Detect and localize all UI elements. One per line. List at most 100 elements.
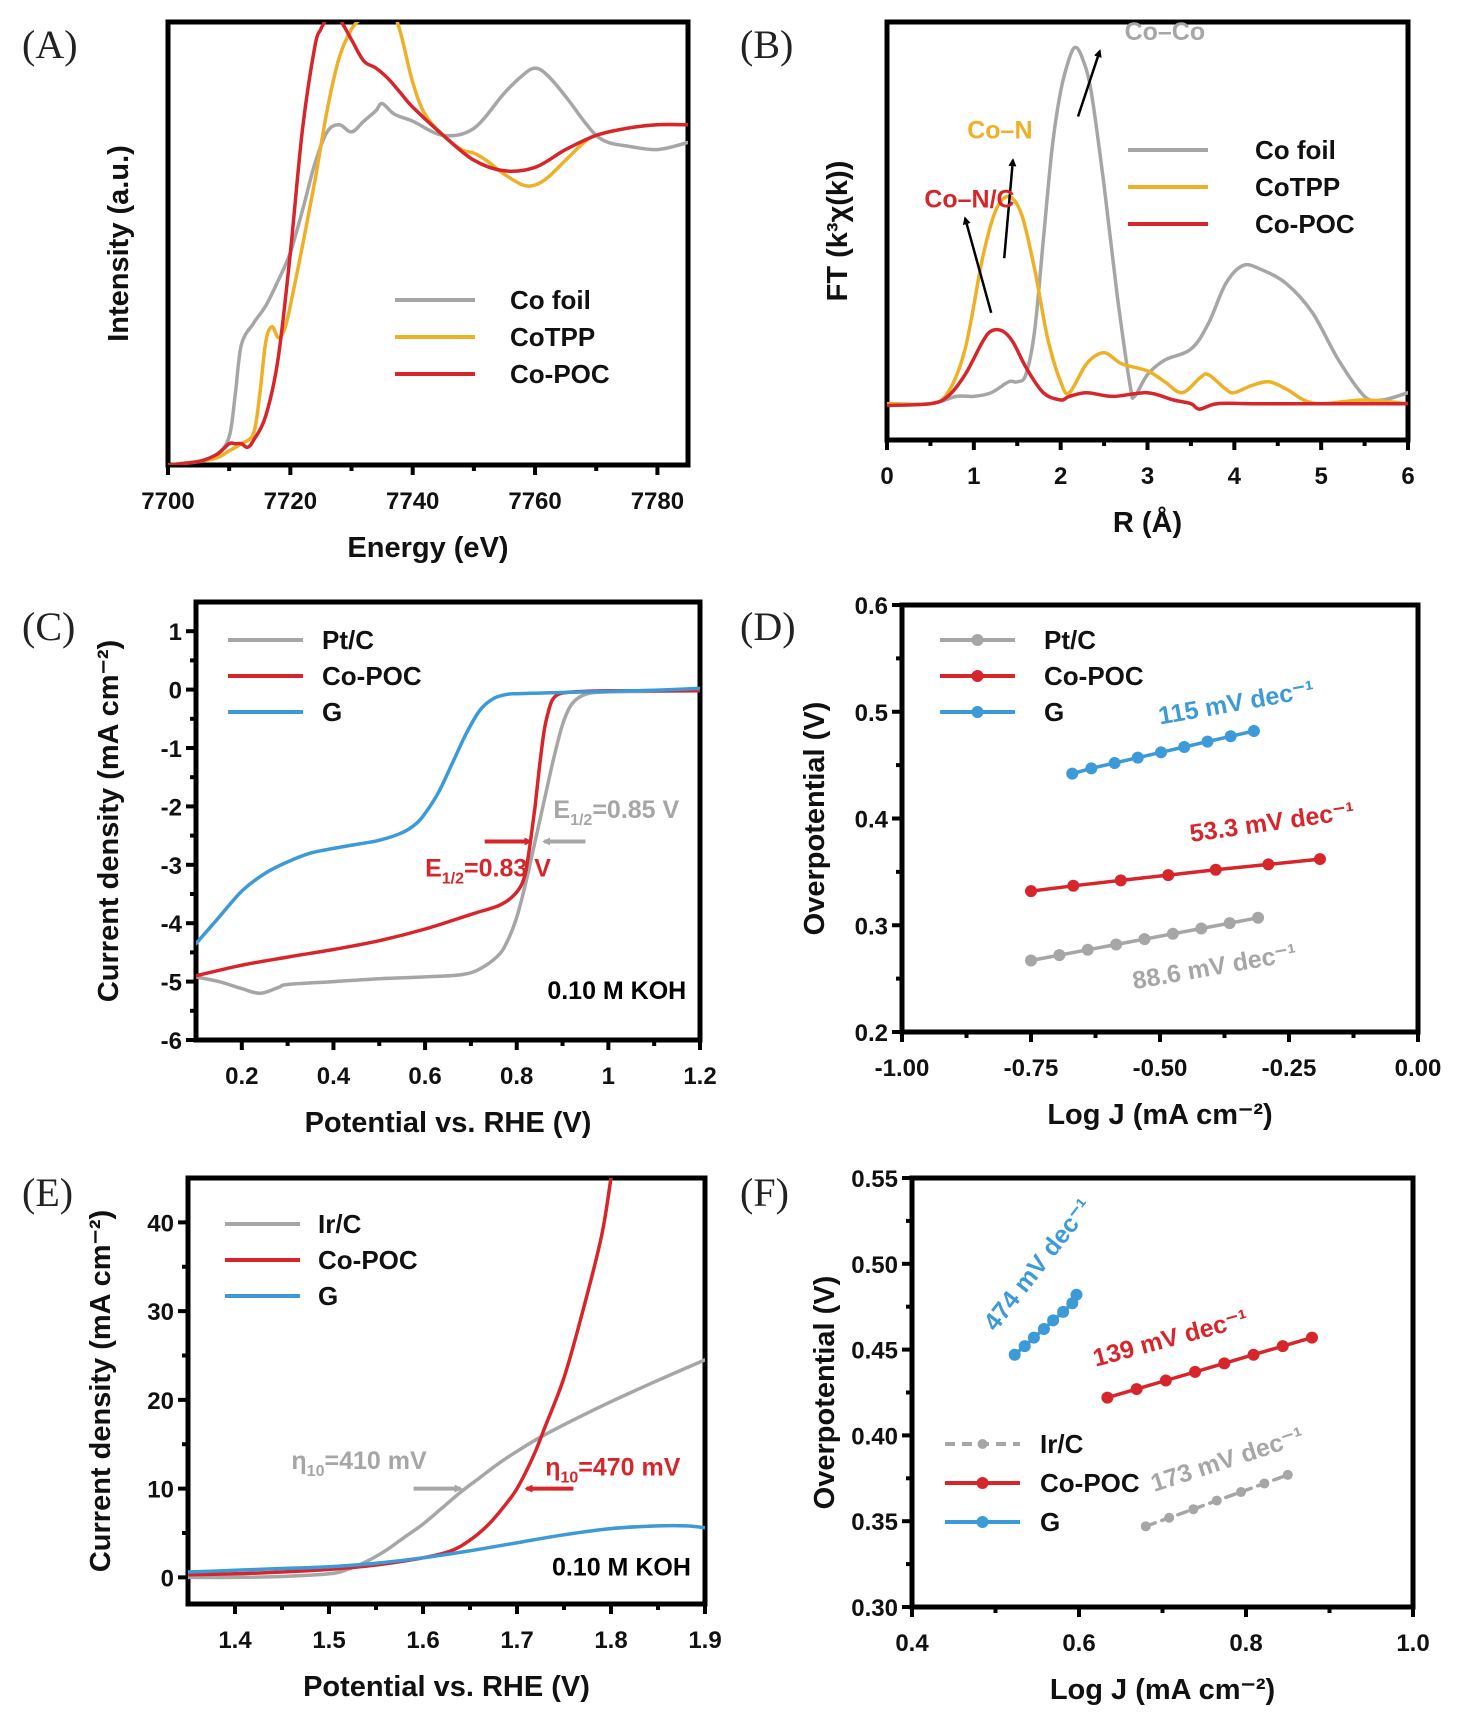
data-point — [1166, 927, 1179, 940]
x-tick-label: 1 — [967, 463, 980, 490]
data-point — [1195, 922, 1208, 935]
legend-marker — [977, 1439, 988, 1449]
legend-label: Pt/C — [322, 625, 374, 655]
annotation-arrow — [1002, 158, 1017, 259]
x-tick-label: 2 — [1054, 463, 1067, 490]
y-tick-label: 30 — [147, 1299, 174, 1326]
y-tick-label: 0.3 — [855, 913, 888, 940]
legend-label: Co-POC — [1040, 1468, 1140, 1498]
y-tick-label: -2 — [161, 794, 182, 821]
data-point — [1008, 1348, 1021, 1361]
x-tick-label: 0.8 — [1229, 1630, 1262, 1657]
data-point — [1018, 1340, 1031, 1353]
legend-label: Co-POC — [1044, 661, 1144, 691]
data-point — [1262, 858, 1275, 871]
y-tick-label: -6 — [161, 1028, 182, 1055]
legend-label: G — [1044, 697, 1064, 727]
x-axis-title: Log J (mA cm⁻²) — [1047, 1099, 1272, 1131]
series-line-co-poc — [188, 1178, 613, 1577]
x-axis-title: Potential vs. RHE (V) — [303, 1671, 590, 1703]
y-tick-label: 0.6 — [855, 593, 888, 620]
data-point — [1025, 885, 1037, 898]
x-tick-label: 7780 — [631, 488, 684, 515]
series-line-co-poc — [196, 689, 700, 978]
annotation: Co–N/C — [924, 185, 1014, 213]
x-tick-label: 1.7 — [500, 1627, 533, 1654]
annotation: Co–N — [967, 116, 1032, 144]
plot-frame — [909, 1175, 1416, 1610]
series-line-g — [196, 686, 700, 946]
data-point — [1276, 1340, 1289, 1353]
data-point — [1114, 874, 1127, 887]
data-point — [1159, 1374, 1172, 1387]
y-axis-title: Overpotential (V) — [799, 702, 831, 936]
panel-d: (D) -1.00 -0.75 -0.50 -0.25 0.00 0.2 0.3 0.4 0.5 0… — [740, 593, 1441, 1131]
data-point — [1201, 735, 1214, 748]
legend-label: Pt/C — [1044, 625, 1096, 655]
y-tick-label: 20 — [147, 1388, 174, 1415]
y-tick-label: 40 — [147, 1210, 174, 1237]
y-tick-label: -3 — [161, 853, 182, 880]
x-tick-label: 1.4 — [218, 1627, 252, 1654]
x-tick-label: 7740 — [386, 488, 439, 515]
x-tick-label: 3 — [1141, 463, 1154, 490]
y-tick-label: 10 — [147, 1477, 174, 1504]
y-tick-label: 0.35 — [851, 1509, 898, 1536]
data-point — [1189, 1365, 1202, 1378]
data-point — [1110, 938, 1123, 951]
y-tick-label: 0.45 — [851, 1338, 898, 1365]
x-tick-label: -1.00 — [875, 1055, 930, 1082]
y-axis-title: Overpotential (V) — [809, 1276, 841, 1510]
panel-a: (A) 7700 7720 7740 7760 7780 Energy (eV) Intens… — [22, 19, 691, 564]
series-line-co-foil — [168, 66, 688, 465]
x-axis-title: Potential vs. RHE (V) — [305, 1107, 592, 1139]
data-point — [1209, 863, 1222, 876]
x-tick-label: 7720 — [264, 488, 317, 515]
annotation-arrow — [962, 216, 993, 314]
data-point — [1101, 1391, 1114, 1404]
x-axis-title: Log J (mA cm⁻²) — [1050, 1674, 1275, 1706]
series-line-cotpp — [887, 194, 1408, 407]
annotation: 88.6 mV dec⁻¹ — [1130, 939, 1298, 995]
x-tick-label: 1.8 — [594, 1627, 627, 1654]
x-tick-label: -0.75 — [1004, 1055, 1059, 1082]
annotation: Co–Co — [1125, 18, 1206, 46]
data-point — [1025, 954, 1037, 967]
x-tick-label: 1.2 — [683, 1063, 716, 1090]
plot-frame — [165, 19, 691, 468]
plot-frame — [185, 1175, 708, 1607]
x-tick-label: 0.6 — [408, 1063, 441, 1090]
series-line-cotpp — [168, 22, 688, 465]
annotation: η10=410 mV — [291, 1447, 427, 1480]
data-point — [1140, 1521, 1151, 1532]
x-axis-title: Energy (eV) — [347, 532, 508, 564]
x-tick-label: -0.25 — [1262, 1055, 1317, 1082]
x-tick-label: 6 — [1401, 463, 1414, 490]
legend-label: CoTPP — [1255, 172, 1340, 202]
data-point — [1313, 853, 1326, 866]
annotation: E1/2=0.85 V — [553, 796, 679, 829]
legend-label: Co foil — [510, 285, 591, 315]
y-tick-label: 0.50 — [851, 1252, 898, 1279]
legend-label: Co-POC — [322, 661, 422, 691]
data-point — [1162, 869, 1175, 882]
y-tick-label: 0 — [161, 1565, 174, 1592]
data-point — [1188, 1504, 1199, 1515]
y-tick-label: 0.2 — [855, 1020, 888, 1047]
data-point — [1247, 724, 1260, 737]
panel-e: (E) 1.4 1.5 1.6 1.7 1.8 1.9 0 10 20 30 40 Potential … — [22, 1170, 722, 1703]
legend-label: G — [322, 697, 342, 727]
panel-c: (C) 0.2 0.4 0.6 0.8 1 1.2 1 0 -1 -2 -3 -4 -5 -6 Potenti… — [22, 599, 717, 1139]
series-line-co-poc — [887, 327, 1408, 411]
x-tick-label: 1.6 — [406, 1627, 439, 1654]
y-tick-label: 0.30 — [851, 1595, 898, 1622]
data-point — [1067, 879, 1080, 892]
legend-marker — [976, 1516, 989, 1528]
annotation: 0.10 M KOH — [547, 977, 686, 1005]
panel-f: (F) 0.4 0.6 0.8 1.0 0.30 0.35 0.40 0.45 0.50 0.55 L… — [740, 1166, 1430, 1706]
data-point — [1247, 1348, 1260, 1361]
x-tick-label: 1.0 — [1396, 1630, 1429, 1657]
data-point — [1259, 1478, 1270, 1489]
data-point — [1047, 1314, 1060, 1327]
